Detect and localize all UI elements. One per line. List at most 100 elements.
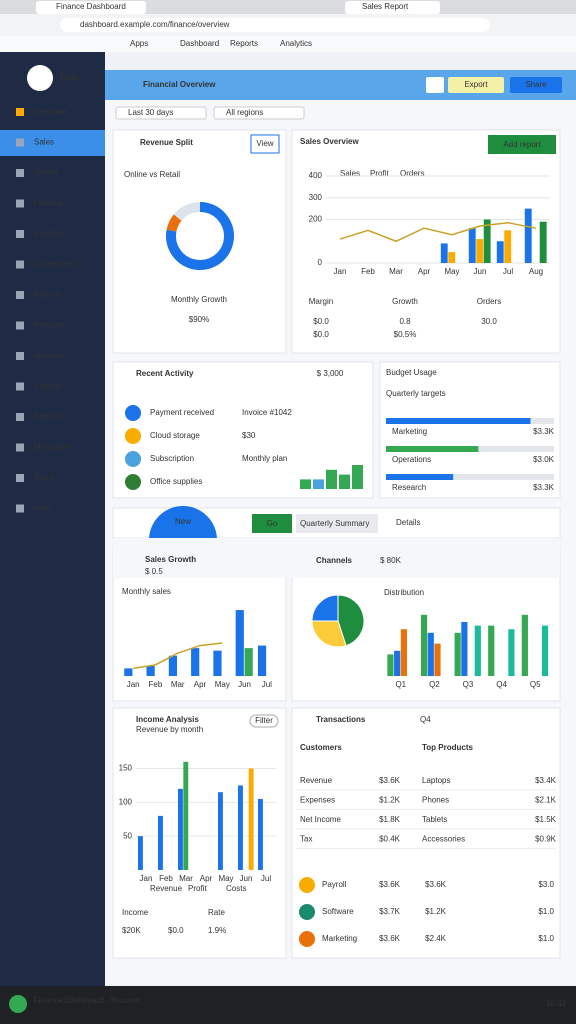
menu-icon xyxy=(16,108,24,116)
menu-item[interactable]: Sales xyxy=(34,138,54,147)
menu-item[interactable]: Finance xyxy=(34,199,63,208)
label: $1.0 xyxy=(538,934,554,943)
icon-button[interactable] xyxy=(426,77,444,93)
bar xyxy=(539,221,547,263)
progress-bar xyxy=(386,418,531,424)
menu-item[interactable]: Products xyxy=(34,321,66,330)
menu-icon xyxy=(16,443,24,452)
menu-item[interactable]: Messages xyxy=(34,443,70,452)
label: Finix xyxy=(60,73,79,82)
label: $30 xyxy=(242,431,256,440)
label[interactable]: Add report xyxy=(503,140,541,149)
label: Quarterly Summary xyxy=(300,519,369,528)
button[interactable] xyxy=(249,714,279,728)
label: Finance Dashboard xyxy=(56,2,126,11)
bar xyxy=(496,241,504,263)
label: Marketing xyxy=(322,934,357,943)
label[interactable]: Go xyxy=(267,519,278,528)
label[interactable]: All regions xyxy=(226,108,263,117)
label[interactable]: Analytics xyxy=(280,39,312,48)
x-tick-label: Q4 xyxy=(496,680,507,689)
menu-item[interactable]: Orders xyxy=(34,168,58,177)
menu-item[interactable]: Help xyxy=(34,504,51,513)
label[interactable]: Export xyxy=(464,80,488,89)
label: $1.5K xyxy=(535,815,557,824)
label: $ 3,000 xyxy=(317,369,344,378)
label: Income Analysis xyxy=(136,715,199,724)
menu-item[interactable]: Reports xyxy=(34,290,62,299)
label: $1.2K xyxy=(425,907,447,916)
x-tick-label: Q5 xyxy=(530,680,541,689)
label: $0.5% xyxy=(394,330,417,339)
label: 1.9% xyxy=(208,926,226,935)
label: Subscription xyxy=(150,454,194,463)
label: 0.8 xyxy=(399,317,411,326)
button[interactable] xyxy=(510,77,562,93)
track xyxy=(386,474,554,480)
bar xyxy=(146,665,155,676)
label: Customers xyxy=(300,743,342,752)
menu-item[interactable]: Customers xyxy=(34,260,73,269)
button[interactable] xyxy=(252,514,292,533)
label: Payroll xyxy=(322,880,347,889)
bar xyxy=(213,650,222,676)
filter[interactable] xyxy=(115,106,207,120)
x-tick-label: Jul xyxy=(261,874,271,883)
label: Tablets xyxy=(422,815,447,824)
progress-bar xyxy=(386,474,454,480)
tab[interactable] xyxy=(345,1,440,14)
label: dashboard.example.com/finance/overview xyxy=(80,20,230,29)
label[interactable]: Reports xyxy=(230,39,258,48)
tab[interactable] xyxy=(36,1,146,14)
label: $0.0 xyxy=(313,330,329,339)
label: $90% xyxy=(189,315,209,324)
label: Rate xyxy=(208,908,225,917)
button[interactable] xyxy=(448,77,504,93)
bar xyxy=(468,228,476,263)
menu-icon xyxy=(16,321,24,330)
label: $3.7K xyxy=(379,907,401,916)
menu-item[interactable]: Overview xyxy=(34,107,68,116)
line xyxy=(339,222,537,243)
label: Budget Usage xyxy=(386,368,437,377)
x-tick-label: Apr xyxy=(194,680,207,689)
x-tick-label: Feb xyxy=(159,874,173,883)
label: Quarterly targets xyxy=(386,389,446,398)
menu-item[interactable]: Team xyxy=(34,473,54,482)
x-tick-label: Q2 xyxy=(429,680,440,689)
app-icon[interactable] xyxy=(9,995,27,1013)
label[interactable]: Apps xyxy=(130,39,148,48)
button[interactable] xyxy=(488,135,556,154)
label: Accessories xyxy=(422,835,465,844)
label: 0 xyxy=(318,258,323,267)
label: 400 xyxy=(309,171,323,180)
menu-item[interactable]: Support xyxy=(34,382,63,391)
label: Research xyxy=(392,483,426,492)
label: 30.0 xyxy=(481,317,497,326)
button[interactable] xyxy=(250,134,280,154)
bar xyxy=(313,479,324,489)
label[interactable]: Dashboard xyxy=(180,39,219,48)
label[interactable]: View xyxy=(256,139,273,148)
taskbar xyxy=(0,986,576,1024)
menu-item[interactable]: Settings xyxy=(34,412,63,421)
label: 300 xyxy=(309,193,323,202)
label: Costs xyxy=(226,884,246,893)
x-tick-label: May xyxy=(218,874,233,883)
label: Monthly plan xyxy=(242,454,287,463)
label: $20K xyxy=(122,926,141,935)
label: New xyxy=(175,517,191,526)
address-bar[interactable] xyxy=(60,18,490,32)
filter[interactable] xyxy=(213,106,305,120)
bar xyxy=(434,643,441,676)
label[interactable]: Share xyxy=(525,80,547,89)
label: Phones xyxy=(422,796,449,805)
label[interactable]: Last 30 days xyxy=(128,108,173,117)
bar xyxy=(394,650,401,676)
label[interactable]: Filter xyxy=(255,716,273,725)
label: $3.6K xyxy=(379,776,401,785)
bar xyxy=(504,230,512,263)
menu-item[interactable]: Analytics xyxy=(34,229,66,238)
item-icon xyxy=(125,428,141,444)
menu-item[interactable]: Invoices xyxy=(34,351,63,360)
